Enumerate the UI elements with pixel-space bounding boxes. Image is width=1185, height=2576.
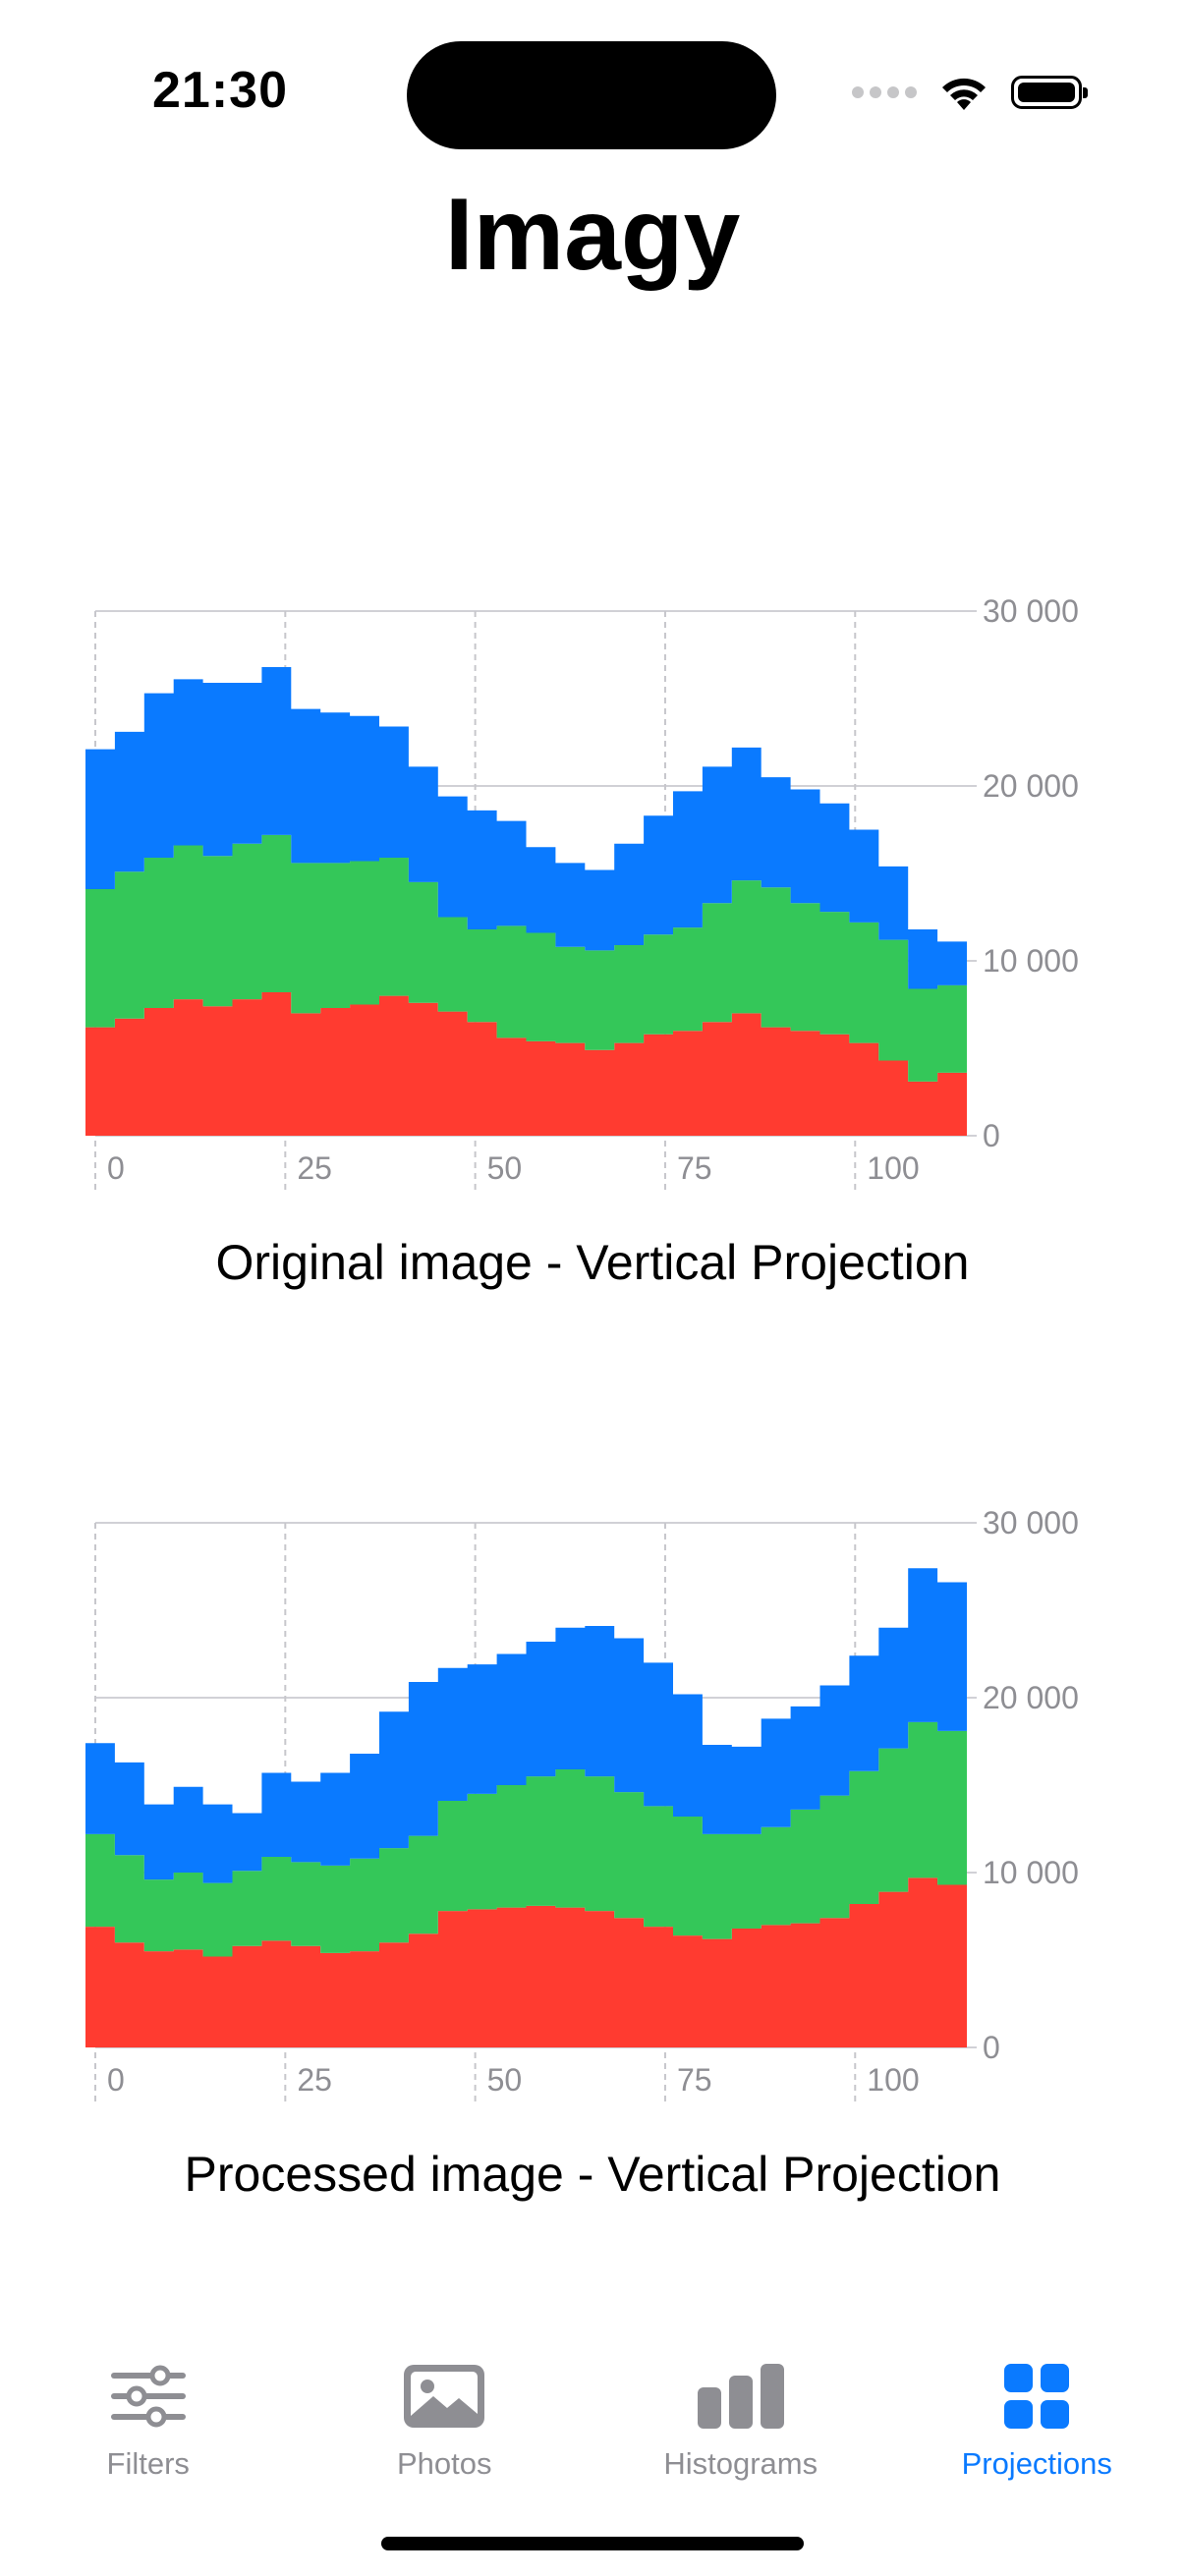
photo-icon	[400, 2352, 488, 2440]
chart-caption-original: Original image - Vertical Projection	[215, 1235, 970, 1290]
y-tick-label: 30 000	[983, 1505, 1079, 1540]
cellular-signal-icon	[852, 86, 917, 98]
battery-icon	[1011, 76, 1088, 109]
series-area-1	[85, 1721, 967, 1957]
y-tick-label: 20 000	[983, 768, 1079, 804]
y-tick-label: 0	[983, 1118, 1000, 1153]
tab-label: Projections	[961, 2446, 1112, 2481]
tab-filters[interactable]: Filters	[0, 2319, 297, 2495]
wifi-icon	[942, 78, 986, 110]
x-tick-label: 25	[297, 1150, 332, 1186]
y-tick-label: 20 000	[983, 1680, 1079, 1715]
vertical-projection-chart-original: 0 10 000 20 000 30 000 0 25 50 75 100	[79, 589, 1110, 1277]
x-tick-label: 0	[107, 2062, 125, 2098]
tab-label: Histograms	[663, 2446, 818, 2481]
x-tick-label: 100	[867, 1150, 919, 1186]
tab-bar: Filters Photos Histograms	[0, 2319, 1185, 2495]
y-tick-label: 10 000	[983, 1855, 1079, 1890]
dynamic-island	[407, 41, 776, 149]
home-indicator	[381, 2537, 804, 2550]
series-area-0	[85, 992, 967, 1136]
series-area-2	[85, 666, 967, 989]
tab-label: Filters	[106, 2446, 190, 2481]
tab-histograms[interactable]: Histograms	[592, 2319, 889, 2495]
x-tick-label: 75	[677, 2062, 712, 2098]
series-area-0	[85, 1877, 967, 2047]
x-tick-label: 50	[487, 2062, 523, 2098]
vertical-projection-chart-processed: 0 10 000 20 000 30 000 0 25 50 75 100	[79, 1501, 1110, 2189]
tab-label: Photos	[396, 2446, 492, 2481]
y-tick-label: 10 000	[983, 943, 1079, 979]
bar-chart-icon	[697, 2352, 785, 2440]
status-time: 21:30	[152, 62, 288, 119]
x-tick-label: 100	[867, 2062, 919, 2098]
x-tick-label: 75	[677, 1150, 712, 1186]
tab-projections[interactable]: Projections	[889, 2319, 1185, 2495]
sliders-icon	[104, 2352, 193, 2440]
series-area-1	[85, 834, 967, 1082]
tab-photos[interactable]: Photos	[297, 2319, 593, 2495]
grid-icon	[992, 2352, 1081, 2440]
status-indicators	[852, 73, 1088, 112]
x-tick-label: 25	[297, 2062, 332, 2098]
page-title: Imagy	[444, 178, 741, 292]
x-tick-label: 50	[487, 1150, 523, 1186]
chart-canvas: 0 10 000 20 000 30 000 0 25 50 75 100	[85, 593, 1079, 1191]
y-tick-label: 30 000	[983, 593, 1079, 629]
chart-caption-processed: Processed image - Vertical Projection	[184, 2147, 1001, 2202]
series-area-2	[85, 1568, 967, 1883]
x-tick-label: 0	[107, 1150, 125, 1186]
y-tick-label: 0	[983, 2030, 1000, 2065]
chart-canvas: 0 10 000 20 000 30 000 0 25 50 75 100	[85, 1505, 1079, 2102]
